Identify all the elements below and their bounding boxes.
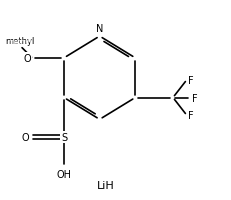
Text: O: O bbox=[21, 132, 29, 142]
Text: methyl: methyl bbox=[6, 37, 35, 46]
Text: F: F bbox=[188, 75, 194, 85]
Text: OH: OH bbox=[56, 169, 71, 179]
Text: S: S bbox=[61, 132, 67, 142]
Text: F: F bbox=[192, 93, 198, 103]
Text: O: O bbox=[24, 54, 31, 64]
Text: methyl: methyl bbox=[7, 39, 32, 45]
Text: N: N bbox=[96, 24, 103, 34]
Text: LiH: LiH bbox=[97, 180, 115, 190]
Text: F: F bbox=[188, 111, 194, 121]
